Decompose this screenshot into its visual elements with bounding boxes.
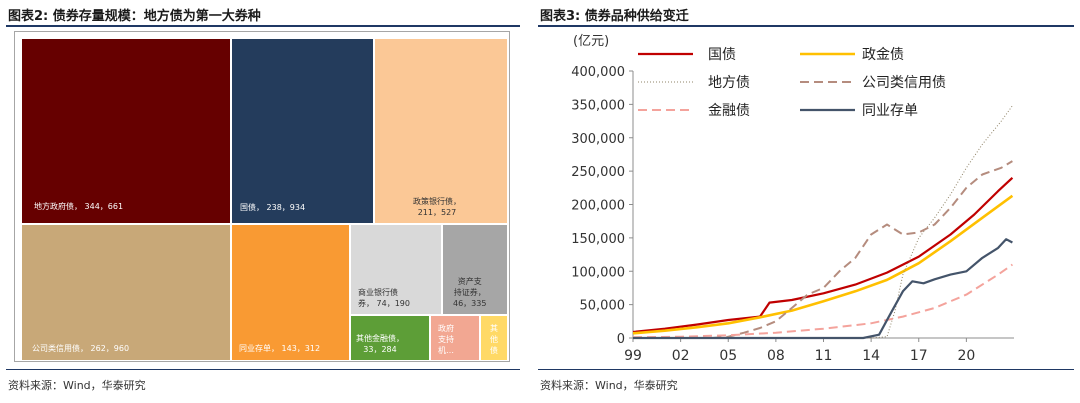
x-tick-label: 20 [957, 348, 975, 364]
treemap-tile-label: 公司类信用债， 262，960 [32, 344, 130, 353]
treemap-tile: 地方政府债， 344，661 [21, 38, 231, 224]
left-title-rule [6, 25, 520, 27]
treemap-chart: 地方政府债， 344，661 国债， 238，934 政策银行债， 211，527 公… [14, 31, 510, 362]
treemap-tile: 资产支 持证券， 46，335 [442, 224, 508, 315]
line-chart: (亿元) 0 50,000 100,000 150,000 200,000 250,000 3… [571, 34, 1014, 364]
series-line [791, 105, 1013, 339]
treemap-tile: 商业银行债 券， 74，190 [350, 224, 442, 315]
y-tick-label: 50,000 [580, 299, 626, 314]
left-panel-title: 图表2: 债券存量规模：地方债为第一大券种 [8, 9, 261, 24]
right-source-note: 资料来源：Wind，华泰研究 [540, 379, 678, 392]
series-line [633, 238, 1013, 340]
right-title-rule [538, 25, 1074, 27]
y-tick-label: 100,000 [571, 265, 625, 280]
x-tick-label: 11 [815, 348, 833, 364]
treemap-tile: 国债， 238，934 [231, 38, 374, 224]
treemap-tile-label: 国债， 238，934 [240, 203, 306, 212]
legend-label: 公司类信用债 [862, 75, 946, 91]
series-line [632, 176, 1014, 334]
legend-label: 政金债 [862, 47, 904, 63]
treemap-tile-label: 政府 支持 机… [438, 324, 454, 355]
treemap-tile-label: 同业存单， 143，312 [239, 344, 321, 353]
right-source-rule [538, 369, 1074, 370]
treemap-tile: 其他金融债， 33，284 [350, 315, 430, 361]
treemap-tile-label: 商业银行债 券， 74，190 [358, 288, 410, 308]
x-tick-label: 17 [910, 348, 928, 364]
y-tick-label: 400,000 [571, 65, 625, 80]
treemap-tile: 同业存单， 143，312 [231, 224, 350, 361]
treemap-tile: 政府 支持 机… [430, 315, 480, 361]
y-tick-label: 350,000 [571, 98, 625, 113]
y-tick-label: 0 [617, 332, 625, 347]
treemap-tile: 政策银行债， 211，527 [374, 38, 508, 224]
treemap-tile-label: 其他金融债， 33，284 [356, 334, 404, 354]
treemap-tile-label: 地方政府债， 344，661 [34, 202, 124, 211]
x-tick-label: 05 [719, 348, 737, 364]
legend-label: 地方债 [708, 75, 750, 91]
legend-label: 金融债 [708, 103, 750, 119]
y-tick-label: 300,000 [571, 132, 625, 147]
y-tick-label: 150,000 [571, 232, 625, 247]
series-line [712, 160, 1013, 339]
y-tick-label: 250,000 [571, 165, 625, 180]
y-tick-label: 200,000 [571, 199, 625, 214]
y-unit-label: (亿元) [573, 34, 609, 49]
right-panel-title: 图表3: 债券品种供给变迁 [540, 9, 689, 24]
legend-label: 同业存单 [862, 103, 918, 119]
treemap-tile-label: 政策银行债， 211，527 [413, 197, 461, 217]
legend-label: 国债 [708, 47, 736, 63]
left-source-note: 资料来源：Wind，华泰研究 [8, 379, 146, 392]
x-tick-label: 02 [672, 348, 690, 364]
x-tick-label: 14 [862, 348, 880, 364]
treemap-tile: 公司类信用债， 262，960 [21, 224, 231, 361]
x-tick-label: 08 [767, 348, 785, 364]
treemap-tile-label: 其 他 债 [490, 324, 498, 355]
series-line [632, 263, 1013, 339]
treemap-tile-label: 资产支 持证券， 46，335 [453, 277, 487, 308]
treemap-tile: 其 他 债 [480, 315, 508, 361]
x-tick-label: 99 [624, 348, 642, 364]
series-line [632, 194, 1014, 335]
left-source-rule [6, 369, 520, 370]
